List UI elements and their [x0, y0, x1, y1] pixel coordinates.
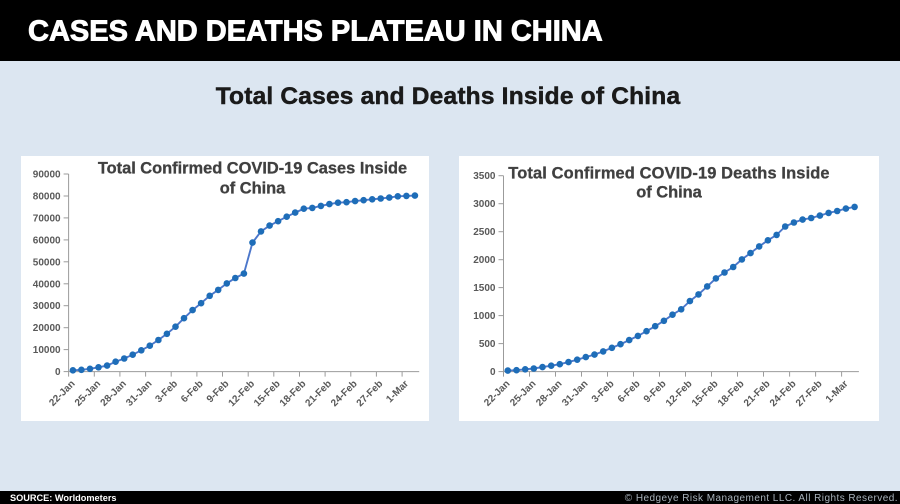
svg-text:3000: 3000 — [473, 199, 496, 210]
svg-text:0: 0 — [490, 367, 496, 378]
svg-text:2000: 2000 — [473, 255, 496, 266]
svg-text:24-Feb: 24-Feb — [329, 379, 360, 410]
svg-text:3-Feb: 3-Feb — [153, 379, 180, 406]
svg-text:25-Jan: 25-Jan — [73, 379, 103, 409]
svg-text:of China: of China — [636, 183, 702, 201]
svg-text:22-Jan: 22-Jan — [47, 379, 77, 409]
svg-text:28-Jan: 28-Jan — [99, 379, 129, 409]
svg-text:27-Feb: 27-Feb — [794, 379, 825, 410]
svg-text:70000: 70000 — [33, 213, 61, 224]
svg-text:1-Mar: 1-Mar — [384, 378, 411, 405]
svg-text:28-Jan: 28-Jan — [534, 379, 564, 409]
svg-text:22-Jan: 22-Jan — [482, 379, 512, 409]
svg-text:1000: 1000 — [473, 311, 496, 322]
svg-text:0: 0 — [55, 367, 61, 378]
svg-text:Total Confirmed COVID-19 Cases: Total Confirmed COVID-19 Cases Inside — [98, 159, 407, 177]
svg-text:21-Feb: 21-Feb — [303, 379, 334, 410]
svg-text:1500: 1500 — [473, 283, 496, 294]
svg-text:18-Feb: 18-Feb — [716, 379, 747, 410]
svg-text:60000: 60000 — [33, 235, 61, 246]
svg-text:31-Jan: 31-Jan — [124, 379, 154, 409]
svg-text:21-Feb: 21-Feb — [742, 379, 773, 410]
svg-text:15-Feb: 15-Feb — [252, 379, 283, 410]
svg-text:6-Feb: 6-Feb — [616, 379, 643, 406]
svg-text:SOURCE: Worldometers: SOURCE: Worldometers — [10, 493, 117, 503]
svg-text:6-Feb: 6-Feb — [179, 379, 206, 406]
svg-text:30000: 30000 — [33, 301, 61, 312]
svg-text:20000: 20000 — [33, 323, 61, 334]
svg-text:50000: 50000 — [33, 257, 61, 268]
svg-text:© Hedgeye Risk Management LLC.: © Hedgeye Risk Management LLC. All Right… — [625, 493, 898, 504]
svg-text:1-Mar: 1-Mar — [824, 378, 851, 405]
svg-text:500: 500 — [479, 339, 496, 350]
svg-text:12-Feb: 12-Feb — [664, 379, 695, 410]
svg-text:31-Jan: 31-Jan — [560, 379, 590, 409]
svg-text:40000: 40000 — [33, 279, 61, 290]
svg-text:Total Cases and Deaths Inside: Total Cases and Deaths Inside of China — [216, 83, 681, 110]
svg-text:of China: of China — [220, 180, 286, 198]
svg-text:25-Jan: 25-Jan — [508, 379, 538, 409]
svg-text:3500: 3500 — [473, 171, 496, 182]
svg-text:Total Confirmed COVID-19 Death: Total Confirmed COVID-19 Deaths Inside — [508, 164, 829, 182]
svg-text:18-Feb: 18-Feb — [278, 379, 309, 410]
svg-text:15-Feb: 15-Feb — [690, 379, 721, 410]
svg-text:CASES AND DEATHS PLATEAU IN CH: CASES AND DEATHS PLATEAU IN CHINA — [28, 16, 603, 48]
svg-text:90000: 90000 — [33, 170, 61, 181]
svg-text:10000: 10000 — [33, 345, 61, 356]
svg-text:24-Feb: 24-Feb — [768, 379, 799, 410]
svg-text:12-Feb: 12-Feb — [227, 379, 258, 410]
svg-text:3-Feb: 3-Feb — [590, 379, 617, 406]
svg-text:80000: 80000 — [33, 192, 61, 203]
svg-text:27-Feb: 27-Feb — [355, 379, 386, 410]
svg-text:2500: 2500 — [473, 227, 496, 238]
